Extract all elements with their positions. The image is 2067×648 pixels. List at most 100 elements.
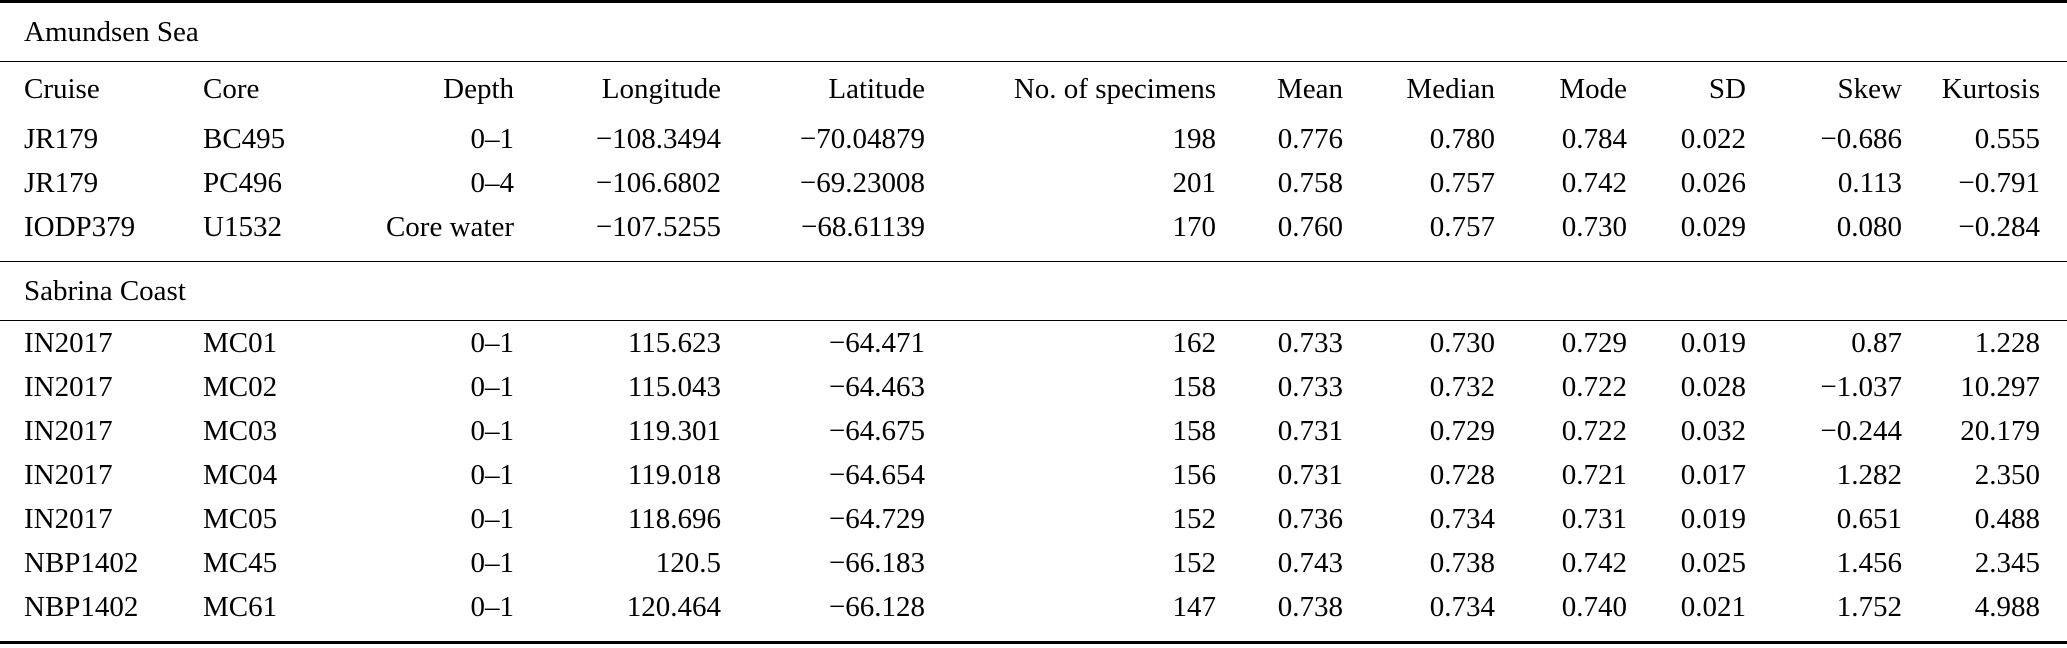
cell-specimens: 162 [1172, 326, 1217, 359]
cell-sd: 0.022 [1680, 122, 1746, 155]
cell-sd: 0.025 [1680, 546, 1746, 579]
cell-core: MC05 [203, 502, 278, 535]
cell-skew: −0.244 [1820, 414, 1902, 447]
cell-mode: 0.742 [1561, 166, 1627, 199]
cell-kurtosis: 2.350 [1974, 458, 2041, 491]
cell-longitude: 120.5 [655, 546, 721, 579]
cell-specimens: 152 [1172, 546, 1217, 579]
column-header-skew: Skew [1837, 73, 1902, 105]
cell-cruise: IN2017 [24, 414, 113, 447]
section-title: Sabrina Coast [0, 261, 2067, 321]
cell-cruise: IN2017 [24, 502, 113, 535]
section-title: Amundsen Sea [0, 1, 2067, 62]
cell-mode: 0.742 [1561, 546, 1627, 579]
cell-cruise: JR179 [24, 122, 99, 155]
cell-median: 0.728 [1429, 458, 1495, 491]
column-header-latitude: Latitude [828, 73, 925, 105]
cell-specimens: 156 [1172, 458, 1217, 491]
cell-kurtosis: 0.488 [1974, 502, 2041, 535]
cell-mean: 0.743 [1277, 546, 1343, 579]
table-row: JR179 BC495 0–1 −108.3494 −70.04879 198 0.776 0… [0, 117, 2067, 161]
table-row: NBP1402 MC61 0–1 120.464 −66.128 147 0.738 0.73… [0, 585, 2067, 643]
cell-sd: 0.029 [1680, 210, 1746, 243]
cell-median: 0.757 [1429, 166, 1495, 199]
cell-core: MC04 [203, 458, 278, 491]
cell-longitude: −106.6802 [595, 166, 721, 199]
cell-latitude: −69.23008 [799, 166, 925, 199]
cell-kurtosis: −0.791 [1958, 166, 2041, 199]
cell-mode: 0.722 [1561, 414, 1627, 447]
cell-kurtosis: 4.988 [1974, 590, 2041, 623]
cell-longitude: 119.301 [627, 414, 721, 447]
cell-depth: 0–1 [470, 414, 515, 447]
cell-latitude: −68.61139 [800, 210, 925, 243]
table-row: NBP1402 MC45 0–1 120.5 −66.183 152 0.743 0.738 0… [0, 541, 2067, 585]
column-header-row: Cruise Core Depth Longitude Latitude No. of s… [0, 62, 2067, 118]
cell-mean: 0.760 [1277, 210, 1343, 243]
cell-core: PC496 [203, 166, 282, 199]
cell-mean: 0.731 [1277, 414, 1343, 447]
cell-kurtosis: 10.297 [1960, 370, 2041, 403]
cell-core: U1532 [203, 210, 282, 243]
cell-specimens: 170 [1172, 210, 1217, 243]
table-row: IN2017 MC01 0–1 115.623 −64.471 162 0.733 0.730… [0, 321, 2067, 366]
cell-kurtosis: 20.179 [1960, 414, 2041, 447]
cell-core: MC01 [203, 326, 278, 359]
cell-sd: 0.028 [1680, 370, 1746, 403]
cell-depth: 0–1 [470, 458, 515, 491]
cell-specimens: 201 [1172, 166, 1217, 199]
cell-mean: 0.736 [1277, 502, 1343, 535]
cell-mean: 0.758 [1277, 166, 1343, 199]
cell-core: MC03 [203, 414, 278, 447]
cell-median: 0.730 [1429, 326, 1495, 359]
cell-specimens: 158 [1172, 414, 1217, 447]
cell-kurtosis: 1.228 [1974, 326, 2041, 359]
table-row: IODP379 U1532 Core water −107.5255 −68.61139… [0, 205, 2067, 262]
cell-cruise: IN2017 [24, 458, 113, 491]
cell-skew: −0.686 [1820, 122, 1902, 155]
cell-skew: 0.651 [1836, 502, 1902, 535]
cell-latitude: −66.128 [828, 590, 925, 623]
cell-mode: 0.784 [1561, 122, 1627, 155]
cell-depth: 0–1 [470, 370, 515, 403]
cell-skew: 0.080 [1836, 210, 1902, 243]
cell-depth: 0–1 [470, 546, 515, 579]
table-row: IN2017 MC03 0–1 119.301 −64.675 158 0.731 0.729… [0, 409, 2067, 453]
cell-core: MC61 [203, 590, 278, 623]
cell-cruise: JR179 [24, 166, 99, 199]
cell-longitude: 115.623 [627, 326, 721, 359]
cell-mean: 0.776 [1277, 122, 1343, 155]
cell-latitude: −64.471 [828, 326, 925, 359]
column-header-mean: Mean [1276, 73, 1343, 105]
column-header-sd: SD [1708, 73, 1746, 105]
cell-mean: 0.733 [1277, 370, 1343, 403]
cell-skew: 0.113 [1837, 166, 1902, 199]
cell-median: 0.732 [1429, 370, 1495, 403]
cell-cruise: NBP1402 [24, 546, 139, 579]
cell-specimens: 147 [1172, 590, 1217, 623]
cell-latitude: −64.654 [828, 458, 925, 491]
column-header-specimens: No. of specimens [1013, 73, 1216, 105]
table-row: IN2017 MC05 0–1 118.696 −64.729 152 0.736 0.734… [0, 497, 2067, 541]
cell-core: BC495 [203, 122, 286, 155]
cell-median: 0.780 [1429, 122, 1495, 155]
cell-kurtosis: 0.555 [1974, 122, 2041, 155]
cell-median: 0.729 [1429, 414, 1495, 447]
cell-mean: 0.731 [1277, 458, 1343, 491]
cell-cruise: IN2017 [24, 326, 113, 359]
cell-specimens: 152 [1172, 502, 1217, 535]
cell-sd: 0.019 [1680, 326, 1746, 359]
cell-kurtosis: −0.284 [1958, 210, 2041, 243]
cell-cruise: NBP1402 [24, 590, 139, 623]
column-header-mode: Mode [1559, 73, 1627, 105]
cell-latitude: −64.729 [828, 502, 925, 535]
cell-mode: 0.730 [1561, 210, 1627, 243]
cell-depth: 0–1 [470, 590, 515, 623]
cell-cruise: IN2017 [24, 370, 113, 403]
cell-longitude: 115.043 [627, 370, 721, 403]
cell-mode: 0.731 [1561, 502, 1627, 535]
cell-latitude: −64.463 [828, 370, 925, 403]
cell-depth: Core water [385, 210, 514, 243]
cell-latitude: −66.183 [828, 546, 925, 579]
cell-specimens: 158 [1172, 370, 1217, 403]
